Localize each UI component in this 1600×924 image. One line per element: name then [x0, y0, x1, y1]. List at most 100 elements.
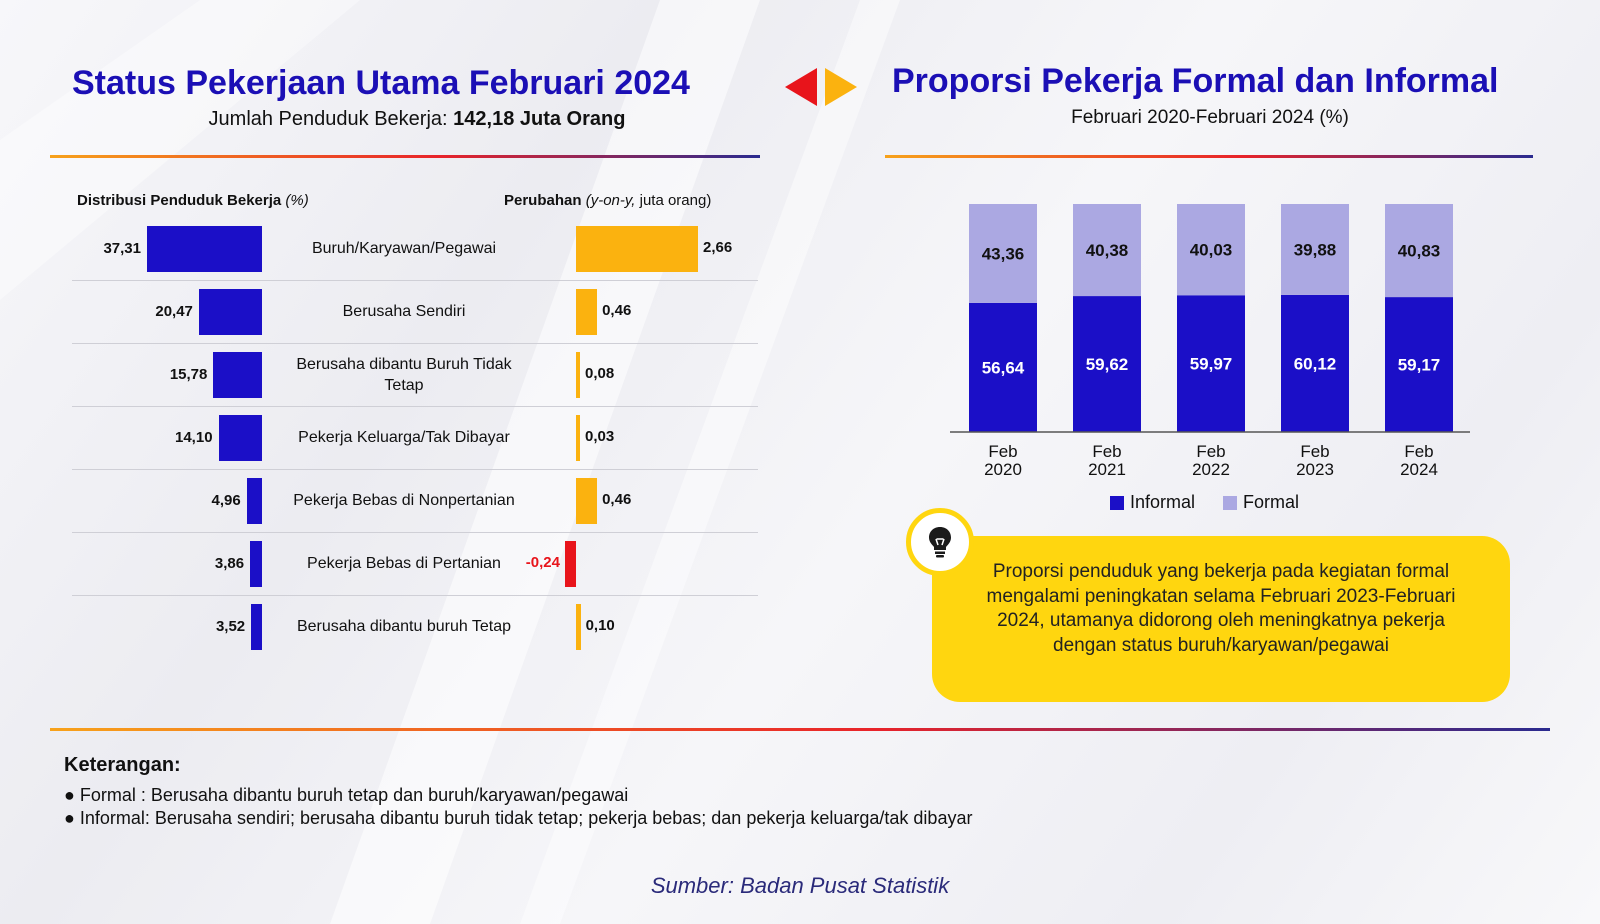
- formal-value: 43,36: [982, 244, 1025, 263]
- right-title: Proporsi Pekerja Formal dan Informal: [892, 62, 1499, 100]
- arrows-icon: [785, 68, 857, 106]
- informal-value: 59,17: [1398, 356, 1441, 375]
- legend-formal: Formal: [1223, 492, 1299, 513]
- subtitle-prefix: Jumlah Penduduk Bekerja:: [208, 108, 448, 130]
- distribution-bar: [213, 352, 262, 398]
- row-separator: [72, 595, 758, 596]
- change-bar: [576, 226, 698, 272]
- keterangan-item-informal-text: Informal: Berusaha sendiri; berusaha dib…: [79, 808, 973, 828]
- row-separator: [72, 532, 758, 533]
- change-value: 0,46: [602, 491, 632, 508]
- distribution-header: Distribusi Penduduk Bekerja (%): [77, 192, 309, 209]
- x-tick-label: Feb 2022: [1192, 442, 1230, 479]
- x-tick-label: Feb 2021: [1088, 442, 1126, 479]
- change-header-unit: juta orang): [639, 192, 712, 209]
- row-separator: [72, 343, 758, 344]
- change-bar: [576, 289, 598, 335]
- distribution-value: 15,78: [169, 366, 208, 383]
- category-label: Pekerja Keluarga/Tak Dibayar: [298, 429, 510, 446]
- change-value: -0,24: [525, 554, 560, 571]
- keterangan-item-formal: ● Formal : Berusaha dibantu buruh tetap …: [64, 785, 972, 806]
- formal-bar: [1281, 204, 1349, 295]
- legend-formal-swatch: [1223, 495, 1238, 510]
- distribution-value: 20,47: [155, 303, 193, 320]
- bullet-icon: ●: [64, 808, 75, 828]
- category-label: Berusaha dibantu Buruh Tidak Tetap: [296, 356, 512, 394]
- informal-value: 59,62: [1086, 355, 1129, 374]
- bullet-icon: ●: [64, 785, 75, 805]
- insight-box: [932, 536, 1510, 702]
- informal-bar: [1177, 295, 1245, 432]
- left-title: Status Pekerjaan Utama Februari 2024: [72, 64, 690, 102]
- x-tick-label: Feb 2020: [984, 442, 1022, 479]
- row-separator: [72, 469, 758, 470]
- distribution-value: 3,86: [214, 555, 245, 572]
- category-label: Pekerja Bebas di Pertanian: [307, 555, 501, 572]
- distribution-bar: [250, 541, 262, 587]
- category-label: Berusaha dibantu buruh Tetap: [296, 618, 512, 635]
- chart-legend: Informal Formal: [1110, 492, 1299, 513]
- legend-formal-label: Formal: [1243, 492, 1300, 512]
- change-header-label: Perubahan: [504, 192, 582, 209]
- change-bar: [576, 478, 598, 524]
- x-tick-label: Feb 2024: [1400, 442, 1438, 479]
- change-value: 0,10: [585, 617, 615, 634]
- left-divider: [50, 155, 760, 158]
- left-subtitle: Jumlah Penduduk Bekerja: 142,18 Juta Ora…: [72, 108, 762, 131]
- informal-bar: [1281, 294, 1349, 432]
- legend-informal: Informal: [1110, 492, 1195, 513]
- informal-value: 56,64: [982, 358, 1025, 377]
- distribution-value: 3,52: [215, 618, 246, 635]
- change-header: Perubahan (y-on-y, juta orang): [504, 192, 711, 209]
- informal-bar: [969, 302, 1037, 432]
- right-subtitle: Februari 2020-Februari 2024 (%): [1071, 107, 1349, 128]
- keterangan-item-formal-text: Formal : Berusaha dibantu buruh tetap da…: [79, 785, 629, 805]
- subtitle-value: 142,18 Juta Orang: [453, 108, 626, 130]
- distribution-bar: [251, 604, 262, 650]
- informal-bar: [1073, 296, 1141, 432]
- distribution-value: 14,10: [175, 429, 213, 446]
- formal-value: 40,38: [1086, 241, 1129, 260]
- keterangan-title: Keterangan:: [64, 754, 181, 776]
- row-separator: [72, 280, 758, 281]
- category-label: Pekerja Bebas di Nonpertanian: [293, 492, 515, 509]
- bottom-divider: [50, 728, 1550, 731]
- formal-bar: [1073, 204, 1141, 297]
- category-label: Buruh/Karyawan/Pegawai: [311, 240, 497, 257]
- legend-informal-swatch: [1110, 495, 1124, 510]
- distribution-header-unit: (%): [285, 192, 309, 209]
- informal-value: 59,97: [1190, 355, 1233, 374]
- informal-bar: [1385, 297, 1453, 432]
- change-bar: [576, 352, 580, 398]
- distribution-bar: [246, 478, 262, 524]
- formal-value: 40,83: [1398, 242, 1441, 261]
- source-note: Sumber: Badan Pusat Statistik: [650, 873, 950, 898]
- change-bar: [576, 415, 580, 461]
- change-value: 0,03: [585, 428, 615, 445]
- distribution-value: 4,96: [211, 492, 241, 509]
- distribution-bar: [198, 289, 262, 335]
- change-value: 0,46: [602, 302, 632, 319]
- category-label: Berusaha Sendiri: [342, 303, 466, 320]
- change-bar: [564, 541, 576, 587]
- right-divider: [885, 155, 1533, 158]
- lightbulb-badge: [906, 508, 974, 576]
- formal-value: 40,03: [1190, 241, 1233, 260]
- formal-bar: [1385, 204, 1453, 298]
- lightbulb-icon: [929, 527, 951, 558]
- formal-bar: [969, 204, 1037, 303]
- distribution-bar: [147, 226, 262, 272]
- formal-informal-chart: 56,64 43,36 Feb 2020 59,62 40,38 Feb 2021 59,97 4…: [950, 204, 1470, 479]
- change-value: 0,08: [585, 365, 615, 382]
- change-value: 2,66: [703, 239, 733, 256]
- informal-value: 60,12: [1294, 354, 1337, 373]
- change-bar: [576, 604, 581, 650]
- keterangan-list: ● Formal : Berusaha dibantu buruh tetap …: [64, 785, 972, 829]
- x-tick-label: Feb 2023: [1296, 442, 1334, 479]
- formal-bar: [1177, 204, 1245, 296]
- formal-value: 39,88: [1294, 240, 1337, 259]
- change-header-qualifier: (y-on-y,: [585, 192, 636, 209]
- distribution-value: 37,31: [103, 240, 141, 257]
- row-separator: [72, 406, 758, 407]
- distribution-header-label: Distribusi Penduduk Bekerja: [77, 192, 282, 209]
